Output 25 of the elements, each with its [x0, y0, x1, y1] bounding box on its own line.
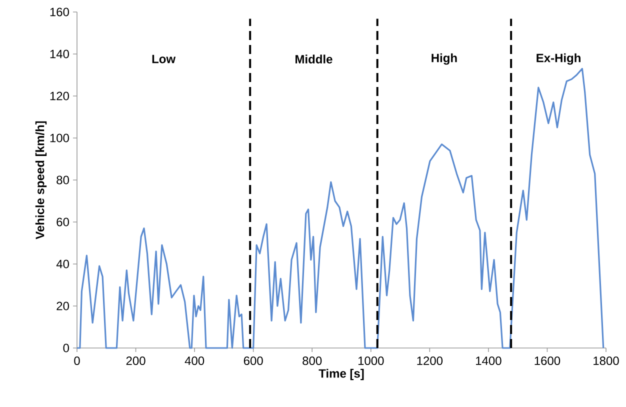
x-tick-label: 0	[74, 356, 80, 366]
annotation: Low	[152, 54, 176, 64]
x-tick-label: 1200	[417, 356, 443, 366]
y-tick-label: 0	[63, 344, 70, 352]
x-tick-label: 1400	[476, 356, 502, 366]
y-axis-title: Vehicle speed [km/h]	[35, 121, 47, 240]
y-tick-label: 20	[56, 302, 69, 310]
x-tick-label: 600	[244, 356, 263, 366]
annotation: Middle	[296, 54, 332, 64]
x-tick-label: 1000	[358, 356, 384, 366]
x-tick-label: 200	[126, 356, 146, 366]
annotation: High	[432, 53, 457, 65]
y-tick-label: 160	[50, 8, 69, 16]
y-tick-label: 120	[50, 92, 69, 100]
y-tick-label: 40	[56, 260, 69, 268]
x-tick-label: 1800	[594, 356, 619, 366]
y-tick-label: 60	[56, 218, 69, 226]
y-tick-label: 80	[56, 176, 69, 184]
x-tick-label: 400	[184, 356, 204, 366]
x-tick-label: 800	[302, 356, 322, 366]
x-axis-title: Time [s]	[318, 368, 364, 380]
x-tick-label: 1600	[534, 356, 560, 366]
y-tick-label: 140	[50, 50, 69, 58]
annotation: Ex-High	[536, 53, 580, 65]
y-tick-label: 100	[50, 134, 69, 142]
